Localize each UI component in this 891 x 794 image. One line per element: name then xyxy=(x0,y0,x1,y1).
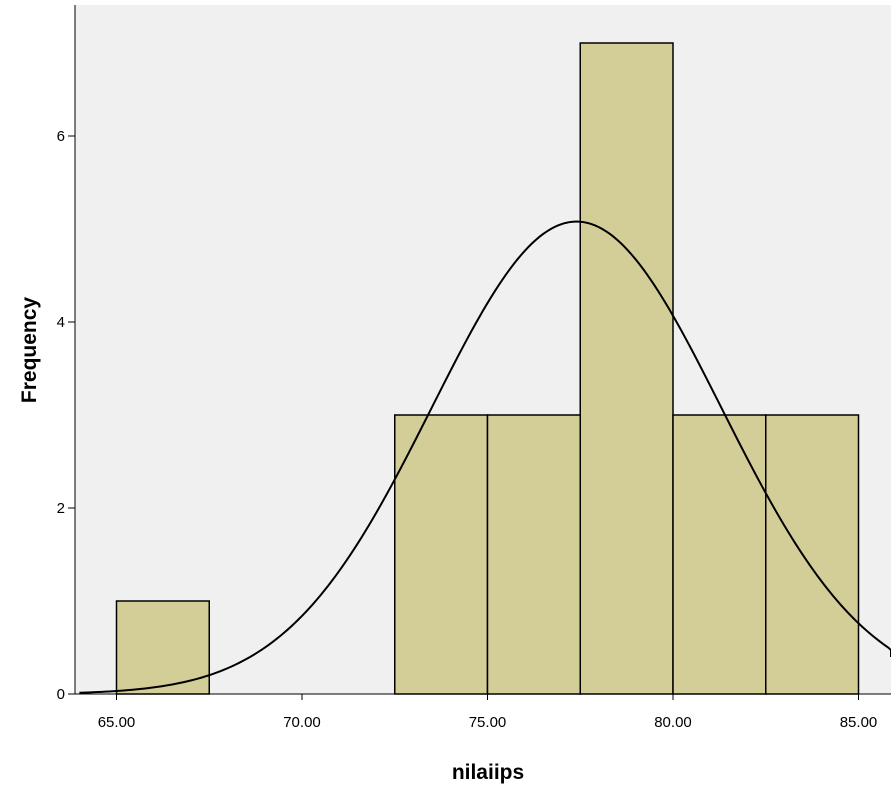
y-tick-label: 0 xyxy=(57,686,65,703)
x-tick-label: 70.00 xyxy=(283,714,321,731)
x-tick-label: 85.00 xyxy=(840,714,878,731)
histogram-bar xyxy=(394,414,489,695)
normal-curve xyxy=(79,220,891,694)
x-tick-label: 80.00 xyxy=(654,714,692,731)
histogram-bar xyxy=(486,414,581,695)
x-tick-label: 65.00 xyxy=(98,714,136,731)
y-tick-label: 6 xyxy=(57,128,65,145)
histogram-bar xyxy=(115,600,210,695)
histogram-bars xyxy=(115,42,860,695)
x-axis-ticks: 65.00 70.00 75.00 80.00 85.00 xyxy=(98,694,878,731)
histogram-bar xyxy=(579,42,674,695)
y-axis-ticks: 0 2 4 6 xyxy=(57,128,75,703)
x-axis-title: nilaiips xyxy=(452,761,524,784)
histogram-bar xyxy=(765,414,860,695)
y-axis-title: Frequency xyxy=(18,297,41,404)
histogram-bar xyxy=(672,414,767,695)
y-tick-label: 2 xyxy=(57,500,65,517)
x-tick-label: 75.00 xyxy=(469,714,507,731)
y-tick-label: 4 xyxy=(57,314,65,331)
